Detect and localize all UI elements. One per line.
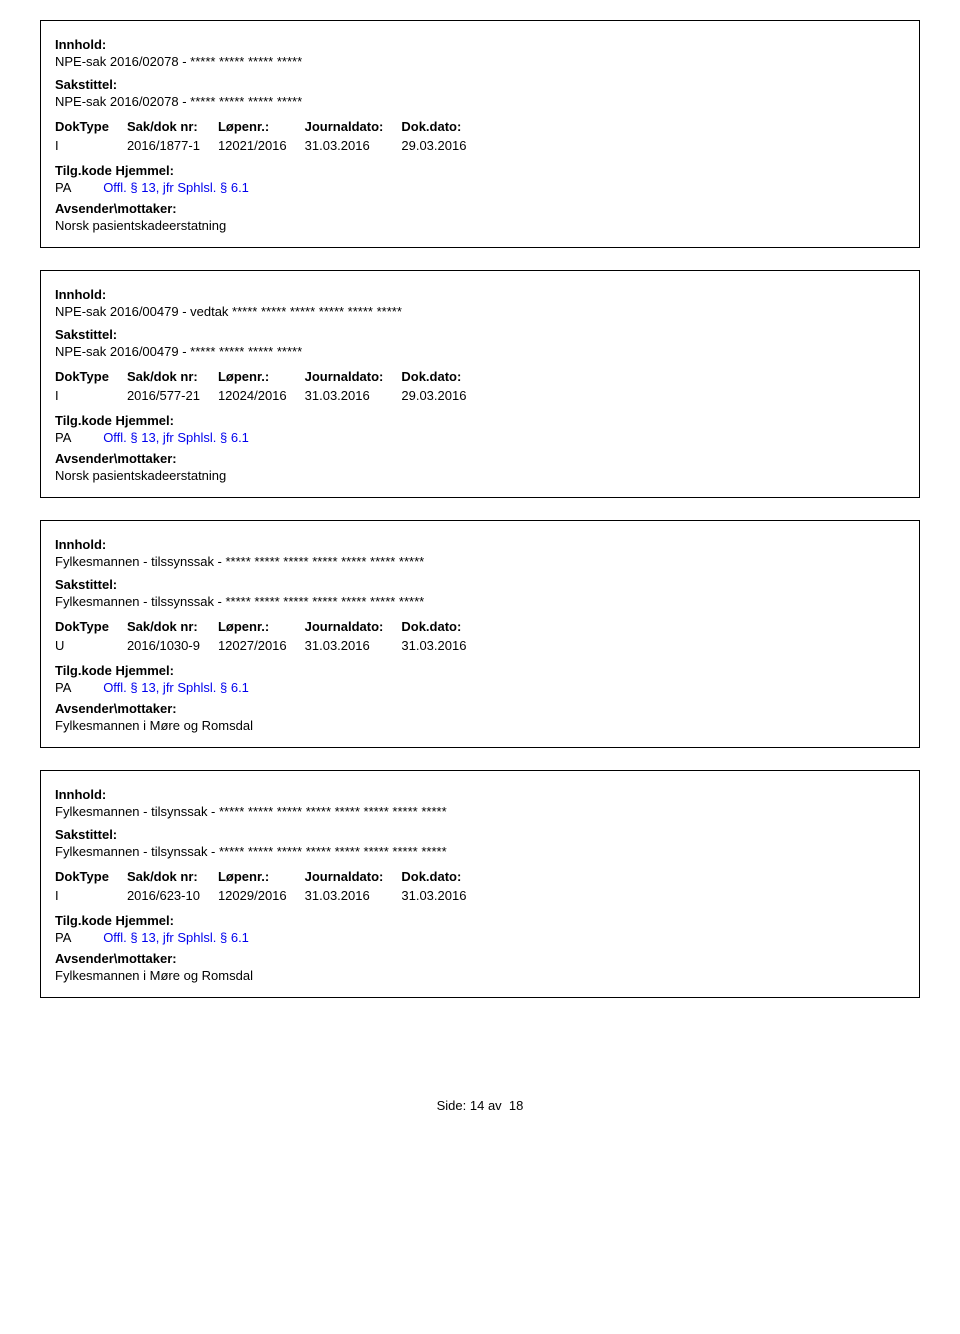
doktype-value: I (55, 136, 127, 155)
doktype-header: DokType (55, 367, 127, 386)
sakstittel-label: Sakstittel: (55, 327, 905, 342)
metadata-table: DokType Sak/dok nr: Løpenr.: Journaldato… (55, 617, 484, 655)
sakdok-value: 2016/577-21 (127, 386, 218, 405)
innhold-value: Fylkesmannen - tilssynssak - ***** *****… (55, 554, 905, 569)
sakdok-value: 2016/623-10 (127, 886, 218, 905)
avsender-label: Avsender\mottaker: (55, 201, 905, 216)
tilgkode-value: PA (55, 680, 71, 695)
page-footer: Side: 14 av 18 (40, 1098, 920, 1113)
doktype-header: DokType (55, 617, 127, 636)
tilgkode-value: PA (55, 180, 71, 195)
journaldato-value: 31.03.2016 (305, 636, 402, 655)
lopenr-header: Løpenr.: (218, 617, 305, 636)
metadata-table: DokType Sak/dok nr: Løpenr.: Journaldato… (55, 367, 484, 405)
tilg-row: Tilg.kode Hjemmel: PA Offl. § 13, jfr Sp… (55, 163, 905, 195)
journaldato-header: Journaldato: (305, 867, 402, 886)
total-pages: 18 (509, 1098, 523, 1113)
lopenr-header: Løpenr.: (218, 367, 305, 386)
hjemmel-header: Hjemmel: (115, 913, 174, 928)
tilgkode-header: Tilg.kode (55, 663, 112, 678)
sakstittel-value: NPE-sak 2016/02078 - ***** ***** ***** *… (55, 94, 905, 109)
lopenr-value: 12024/2016 (218, 386, 305, 405)
tilgkode-header: Tilg.kode (55, 163, 112, 178)
tilgkode-value: PA (55, 430, 71, 445)
dokdato-header: Dok.dato: (401, 617, 484, 636)
journaldato-value: 31.03.2016 (305, 886, 402, 905)
lopenr-value: 12021/2016 (218, 136, 305, 155)
journal-record: Innhold: NPE-sak 2016/00479 - vedtak ***… (40, 270, 920, 498)
journaldato-value: 31.03.2016 (305, 136, 402, 155)
journal-record: Innhold: Fylkesmannen - tilsynssak - ***… (40, 770, 920, 998)
sakstittel-label: Sakstittel: (55, 77, 905, 92)
sakdok-header: Sak/dok nr: (127, 117, 218, 136)
dokdato-value: 31.03.2016 (401, 636, 484, 655)
doktype-header: DokType (55, 867, 127, 886)
journaldato-header: Journaldato: (305, 367, 402, 386)
innhold-value: Fylkesmannen - tilsynssak - ***** ***** … (55, 804, 905, 819)
hjemmel-value: Offl. § 13, jfr Sphlsl. § 6.1 (103, 930, 249, 945)
innhold-label: Innhold: (55, 787, 905, 802)
dokdato-value: 29.03.2016 (401, 136, 484, 155)
sakstittel-label: Sakstittel: (55, 577, 905, 592)
sakdok-header: Sak/dok nr: (127, 867, 218, 886)
lopenr-header: Løpenr.: (218, 117, 305, 136)
hjemmel-value: Offl. § 13, jfr Sphlsl. § 6.1 (103, 180, 249, 195)
journal-record: Innhold: Fylkesmannen - tilssynssak - **… (40, 520, 920, 748)
dokdato-header: Dok.dato: (401, 367, 484, 386)
journaldato-value: 31.03.2016 (305, 386, 402, 405)
sakdok-header: Sak/dok nr: (127, 617, 218, 636)
journaldato-header: Journaldato: (305, 117, 402, 136)
side-label: Side: (437, 1098, 467, 1113)
hjemmel-value: Offl. § 13, jfr Sphlsl. § 6.1 (103, 680, 249, 695)
innhold-label: Innhold: (55, 287, 905, 302)
innhold-value: NPE-sak 2016/00479 - vedtak ***** ***** … (55, 304, 905, 319)
innhold-value: NPE-sak 2016/02078 - ***** ***** ***** *… (55, 54, 905, 69)
avsender-value: Norsk pasientskadeerstatning (55, 218, 905, 233)
doktype-header: DokType (55, 117, 127, 136)
av-label: av (488, 1098, 502, 1113)
hjemmel-header: Hjemmel: (115, 663, 174, 678)
dokdato-header: Dok.dato: (401, 867, 484, 886)
avsender-label: Avsender\mottaker: (55, 451, 905, 466)
lopenr-header: Løpenr.: (218, 867, 305, 886)
hjemmel-header: Hjemmel: (115, 413, 174, 428)
doktype-value: I (55, 886, 127, 905)
hjemmel-header: Hjemmel: (115, 163, 174, 178)
sakstittel-value: Fylkesmannen - tilssynssak - ***** *****… (55, 594, 905, 609)
doktype-value: U (55, 636, 127, 655)
sakdok-value: 2016/1877-1 (127, 136, 218, 155)
sakstittel-label: Sakstittel: (55, 827, 905, 842)
tilgkode-value: PA (55, 930, 71, 945)
journal-record: Innhold: NPE-sak 2016/02078 - ***** ****… (40, 20, 920, 248)
hjemmel-value: Offl. § 13, jfr Sphlsl. § 6.1 (103, 430, 249, 445)
avsender-value: Fylkesmannen i Møre og Romsdal (55, 968, 905, 983)
sakstittel-value: NPE-sak 2016/00479 - ***** ***** ***** *… (55, 344, 905, 359)
tilgkode-header: Tilg.kode (55, 913, 112, 928)
avsender-label: Avsender\mottaker: (55, 951, 905, 966)
sakstittel-value: Fylkesmannen - tilsynssak - ***** ***** … (55, 844, 905, 859)
dokdato-value: 29.03.2016 (401, 386, 484, 405)
tilg-row: Tilg.kode Hjemmel: PA Offl. § 13, jfr Sp… (55, 913, 905, 945)
page-number: 14 (470, 1098, 484, 1113)
dokdato-header: Dok.dato: (401, 117, 484, 136)
lopenr-value: 12027/2016 (218, 636, 305, 655)
sakdok-value: 2016/1030-9 (127, 636, 218, 655)
lopenr-value: 12029/2016 (218, 886, 305, 905)
innhold-label: Innhold: (55, 537, 905, 552)
dokdato-value: 31.03.2016 (401, 886, 484, 905)
tilg-row: Tilg.kode Hjemmel: PA Offl. § 13, jfr Sp… (55, 413, 905, 445)
sakdok-header: Sak/dok nr: (127, 367, 218, 386)
avsender-value: Fylkesmannen i Møre og Romsdal (55, 718, 905, 733)
avsender-value: Norsk pasientskadeerstatning (55, 468, 905, 483)
avsender-label: Avsender\mottaker: (55, 701, 905, 716)
tilgkode-header: Tilg.kode (55, 413, 112, 428)
innhold-label: Innhold: (55, 37, 905, 52)
metadata-table: DokType Sak/dok nr: Løpenr.: Journaldato… (55, 867, 484, 905)
tilg-row: Tilg.kode Hjemmel: PA Offl. § 13, jfr Sp… (55, 663, 905, 695)
metadata-table: DokType Sak/dok nr: Løpenr.: Journaldato… (55, 117, 484, 155)
doktype-value: I (55, 386, 127, 405)
journaldato-header: Journaldato: (305, 617, 402, 636)
